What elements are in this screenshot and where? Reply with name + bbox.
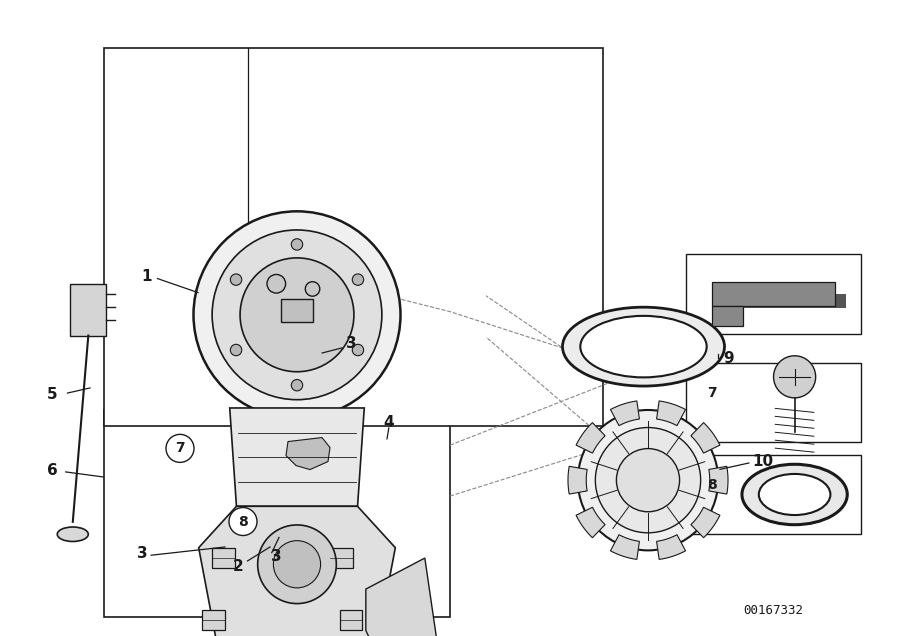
Circle shape	[230, 274, 242, 286]
Polygon shape	[286, 438, 330, 469]
Bar	[264, 441, 278, 453]
Text: 6: 6	[47, 463, 58, 478]
Circle shape	[578, 410, 718, 550]
Text: 4: 4	[383, 415, 394, 431]
Ellipse shape	[580, 316, 706, 377]
Bar	[294, 422, 308, 434]
Polygon shape	[576, 422, 605, 453]
Polygon shape	[657, 535, 686, 560]
Polygon shape	[576, 508, 605, 538]
Polygon shape	[657, 401, 686, 425]
Text: 00167332: 00167332	[743, 604, 804, 617]
Text: 3: 3	[271, 549, 282, 564]
Text: 5: 5	[47, 387, 58, 402]
Circle shape	[305, 282, 320, 296]
Circle shape	[292, 238, 302, 250]
Bar	[70, 284, 106, 336]
Bar	[282, 300, 312, 322]
Circle shape	[194, 211, 400, 418]
Bar	[294, 469, 308, 481]
Bar	[712, 306, 742, 326]
Bar	[104, 410, 450, 617]
Circle shape	[229, 508, 257, 536]
Polygon shape	[274, 429, 344, 480]
Polygon shape	[230, 408, 364, 506]
Polygon shape	[610, 401, 639, 425]
Polygon shape	[691, 508, 720, 538]
Circle shape	[212, 230, 382, 399]
Text: 3: 3	[346, 336, 356, 351]
Bar	[723, 294, 845, 308]
Text: 7: 7	[176, 441, 184, 455]
Circle shape	[230, 344, 242, 356]
Ellipse shape	[742, 464, 847, 525]
Text: 8: 8	[706, 478, 716, 492]
Circle shape	[616, 448, 680, 512]
Ellipse shape	[759, 474, 831, 515]
Text: 10: 10	[752, 453, 774, 469]
Bar	[339, 610, 363, 630]
Polygon shape	[199, 506, 395, 636]
Circle shape	[352, 344, 364, 356]
Polygon shape	[365, 558, 445, 636]
Circle shape	[267, 275, 285, 293]
Text: 8: 8	[238, 515, 248, 529]
Text: 7: 7	[706, 385, 716, 400]
Circle shape	[773, 356, 815, 398]
Polygon shape	[568, 466, 587, 494]
Ellipse shape	[562, 307, 724, 386]
Bar	[335, 441, 349, 453]
Text: 9: 9	[724, 350, 734, 366]
Polygon shape	[709, 466, 728, 494]
Bar	[212, 548, 235, 569]
Text: 2: 2	[233, 558, 244, 574]
Circle shape	[352, 274, 364, 286]
Circle shape	[274, 541, 320, 588]
Circle shape	[292, 380, 302, 391]
Bar	[202, 610, 225, 630]
Polygon shape	[691, 422, 720, 453]
Circle shape	[596, 427, 700, 533]
Polygon shape	[610, 535, 639, 560]
Bar	[686, 455, 861, 534]
Circle shape	[257, 525, 337, 604]
Text: 1: 1	[141, 269, 152, 284]
Text: 3: 3	[137, 546, 148, 561]
Bar	[104, 48, 603, 426]
Ellipse shape	[58, 527, 88, 541]
Bar	[686, 254, 861, 334]
Bar	[686, 363, 861, 442]
Circle shape	[166, 434, 194, 462]
Bar	[330, 548, 353, 569]
Circle shape	[240, 258, 354, 372]
Bar	[712, 282, 835, 306]
